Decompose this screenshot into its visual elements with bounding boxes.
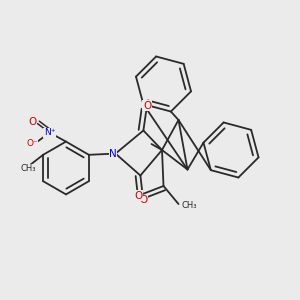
Text: N⁺: N⁺ <box>44 128 55 137</box>
Text: O: O <box>134 191 143 201</box>
Text: O: O <box>143 100 151 111</box>
Text: O⁻: O⁻ <box>26 139 38 148</box>
Text: N: N <box>109 148 117 159</box>
Text: CH₃: CH₃ <box>182 201 197 210</box>
Text: CH₃: CH₃ <box>20 164 36 173</box>
Text: O: O <box>139 195 148 206</box>
Text: O: O <box>28 117 36 127</box>
